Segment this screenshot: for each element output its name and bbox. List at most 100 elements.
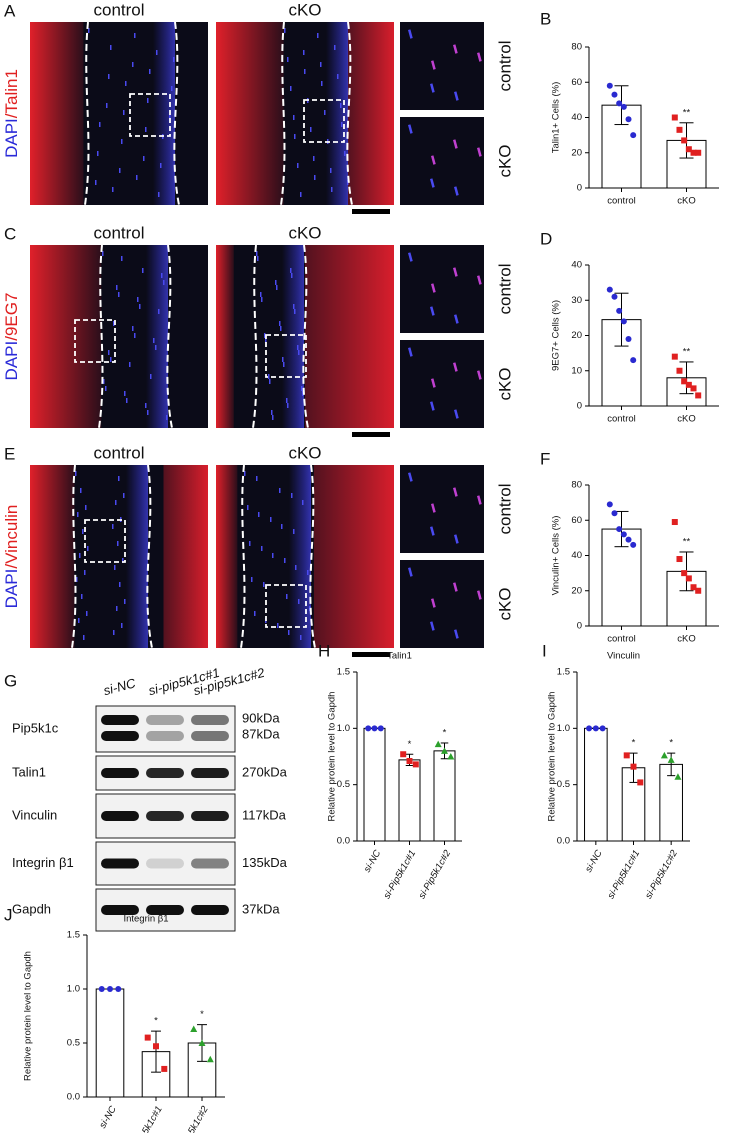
nuclei-band [282,245,304,428]
data-point [198,1039,206,1046]
y-tick-label: 0.0 [557,836,570,847]
nucleus [116,285,118,290]
cortex-border [166,244,173,429]
y-axis-label: Relative protein level to Gapdh [23,951,34,1081]
nucleus [169,115,171,120]
column-label: cKO [288,223,321,242]
y-axis-label: Relative protein level to Gapdh [327,692,338,822]
zoom-box [84,519,126,563]
data-point [190,1025,198,1032]
nucleus [269,379,271,384]
bar [398,759,421,842]
inset-cell [476,52,482,62]
inset [400,245,484,333]
cortex-border [252,244,258,429]
nucleus [147,98,149,103]
data-point [690,385,697,392]
nucleus [113,321,115,326]
significance: * [200,1009,204,1020]
nucleus [78,618,80,623]
blot-band [146,811,184,821]
significance: * [154,1016,158,1027]
nucleus [321,81,323,86]
tissue-left [30,22,84,205]
panel-letter: A [4,1,16,20]
data-point [674,773,682,780]
tissue-right [313,465,394,648]
cortex-border [173,21,180,206]
nucleus [261,297,263,302]
nucleus [76,577,78,582]
data-point [161,1065,168,1072]
data-point [681,137,688,144]
data-point [630,763,637,770]
data-point [365,725,372,732]
panel-letter: B [540,9,551,28]
inset-cell [431,598,436,608]
panel-letter: G [4,671,17,690]
inset-cell [429,83,435,93]
significance: ** [683,346,691,357]
nucleus [119,168,121,173]
nucleus [293,115,295,120]
data-point [606,286,613,293]
nucleus [99,122,101,127]
panel-letter: F [540,449,550,468]
nucleus [115,500,117,505]
nucleus [75,471,77,476]
nucleus [294,134,296,139]
nucleus [264,333,266,338]
nucleus [86,611,88,616]
nucleus [320,62,322,67]
cortex-border [280,21,286,206]
nucleus [79,553,81,558]
nucleus [112,187,114,192]
nucleus [158,309,160,314]
blot-band [146,768,184,778]
data-point [611,510,618,517]
inset-cell [453,582,458,592]
stain-marker: /Talin1 [2,69,21,118]
inset [400,117,484,205]
data-point [434,740,442,748]
lane-label: si-NC [102,675,138,698]
nucleus [85,505,87,510]
nucleus [103,379,105,384]
nucleus [136,175,138,180]
nucleus [295,565,297,570]
significance: ** [683,107,691,118]
x-tick-label: si-Pip5k1c#2 [417,848,454,901]
inset-cell [453,44,458,54]
significance: ** [683,536,691,547]
protein-label: Integrin β1 [12,855,74,870]
inset-cell [429,621,435,631]
nucleus [77,512,79,517]
nucleus [149,69,151,74]
y-axis-label: 9EG7+ Cells (%) [551,300,562,371]
nucleus [132,326,134,331]
zoom-box [265,334,307,378]
nucleus [304,69,306,74]
inset-cell [454,409,459,419]
nucleus [310,127,312,132]
nucleus [291,493,293,498]
inset-label: control [495,263,514,314]
data-point [676,556,683,563]
nucleus [132,62,134,67]
inset [400,340,484,428]
data-point [406,758,413,765]
inset-cell [408,29,413,39]
y-tick-label: 0 [577,621,582,632]
nucleus [163,280,165,285]
chart-title: Integrin β1 [123,914,168,925]
data-point [695,587,702,594]
stain-label: DAPI/Vinculin [2,505,21,609]
x-tick-label: si-Pip5k1c#1 [382,848,419,901]
nucleus [290,268,292,273]
nucleus [118,292,120,297]
y-tick-label: 60 [571,77,582,88]
nucleus [302,391,304,396]
inset-label: cKO [495,587,514,620]
panel-letter: C [4,224,16,243]
nucleus [123,493,125,498]
